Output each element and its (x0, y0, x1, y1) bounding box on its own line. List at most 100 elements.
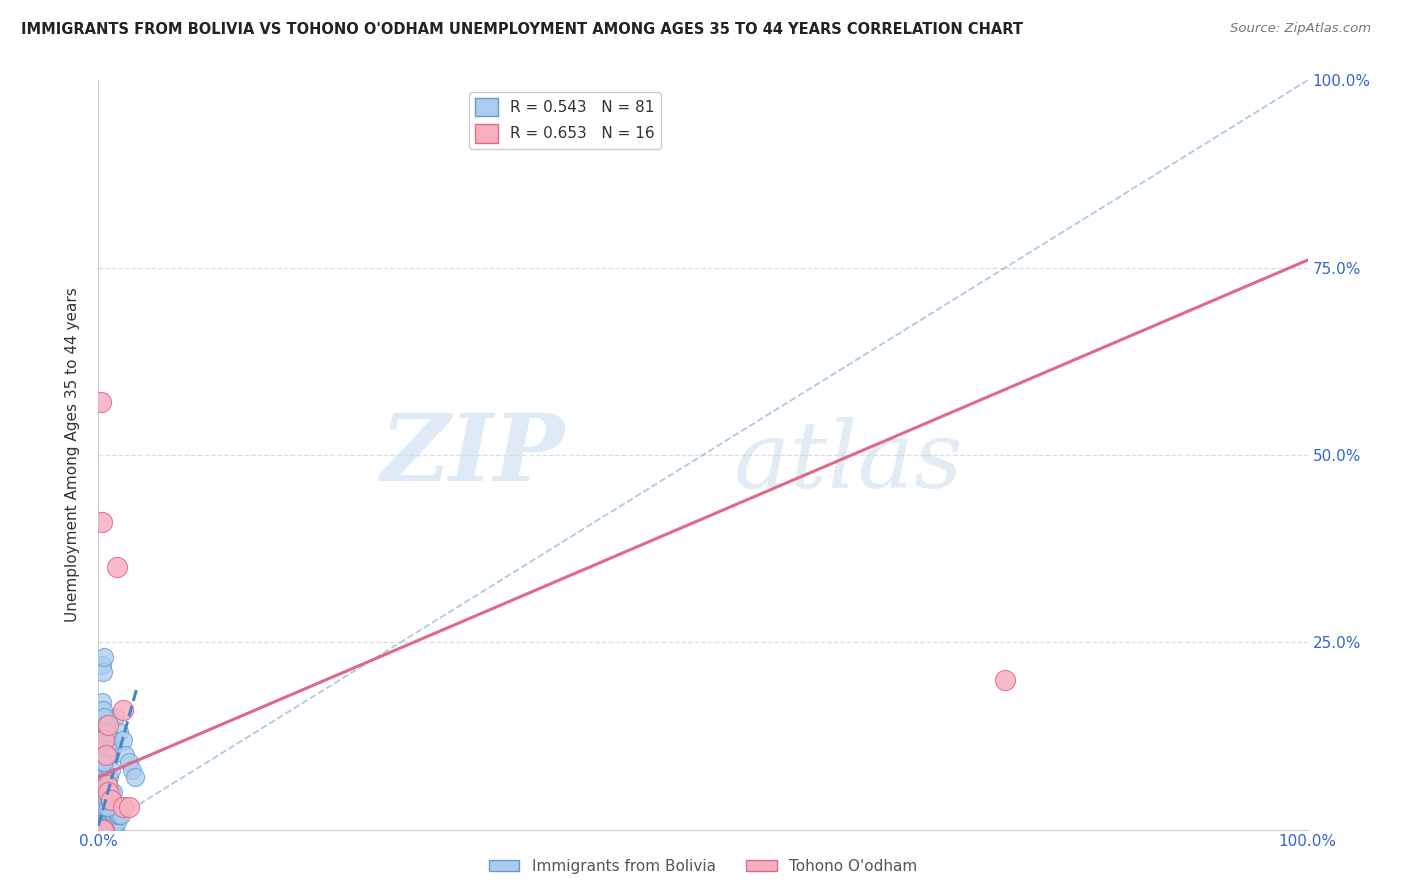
Point (111, 703, 134, 717)
Point (94, 747, 117, 762)
Point (97, 807, 120, 822)
Point (91, 815, 114, 830)
Point (101, 807, 124, 822)
Point (93, 792, 115, 806)
Point (91, 822, 114, 837)
Text: atlas: atlas (734, 417, 963, 508)
Point (96, 815, 118, 830)
Point (110, 807, 132, 822)
Point (97, 785, 120, 799)
Point (96, 725, 118, 739)
Point (91, 822, 114, 837)
Point (100, 740, 122, 755)
Point (91, 778, 114, 792)
Text: Source: ZipAtlas.com: Source: ZipAtlas.com (1230, 22, 1371, 36)
Point (93, 755, 115, 769)
Point (90, 747, 112, 762)
Point (98, 732, 121, 747)
Point (107, 807, 129, 822)
Point (103, 732, 125, 747)
Point (124, 770, 146, 784)
Point (91, 740, 114, 755)
Point (118, 755, 141, 769)
Point (96, 770, 118, 784)
Point (93, 710, 115, 724)
Point (94, 778, 117, 792)
Point (96, 778, 118, 792)
Point (98, 822, 121, 837)
Point (105, 560, 128, 574)
Point (91, 657, 114, 672)
Point (91, 703, 114, 717)
Point (97, 740, 120, 755)
Point (994, 673, 1017, 687)
Point (100, 822, 122, 837)
Point (96, 822, 118, 837)
Point (90, 763, 112, 777)
Point (100, 807, 122, 822)
Point (98, 792, 121, 806)
Point (93, 770, 115, 784)
Point (100, 792, 122, 806)
Point (91, 822, 114, 837)
Point (98, 770, 121, 784)
Point (96, 792, 118, 806)
Point (93, 732, 115, 747)
Point (94, 717, 117, 731)
Point (94, 822, 117, 837)
Point (90, 785, 112, 799)
Point (93, 732, 115, 747)
Point (91, 792, 114, 806)
Point (98, 807, 121, 822)
Y-axis label: Unemployment Among Ages 35 to 44 years: Unemployment Among Ages 35 to 44 years (65, 287, 80, 623)
Point (100, 763, 122, 777)
Point (101, 785, 124, 799)
Point (91, 516, 114, 530)
Point (100, 792, 122, 806)
Point (100, 732, 122, 747)
Point (94, 740, 117, 755)
Point (104, 807, 127, 822)
Legend: R = 0.543   N = 81, R = 0.653   N = 16: R = 0.543 N = 81, R = 0.653 N = 16 (468, 92, 661, 149)
Point (94, 800, 117, 814)
Point (114, 747, 136, 762)
Point (100, 815, 122, 830)
Legend: Immigrants from Bolivia, Tohono O'odham: Immigrants from Bolivia, Tohono O'odham (482, 853, 924, 880)
Point (103, 822, 125, 837)
Point (103, 815, 125, 830)
Point (91, 665, 114, 680)
Point (90, 822, 112, 837)
Point (111, 800, 134, 814)
Point (108, 725, 131, 739)
Point (97, 822, 120, 837)
Point (93, 822, 115, 837)
Point (93, 815, 115, 830)
Point (91, 695, 114, 709)
Point (93, 822, 115, 837)
Point (105, 815, 128, 830)
Point (100, 815, 122, 830)
Point (90, 395, 112, 409)
Point (91, 755, 114, 769)
Point (91, 732, 114, 747)
Point (97, 778, 120, 792)
Point (94, 747, 117, 762)
Point (100, 822, 122, 837)
Point (111, 732, 134, 747)
Point (94, 815, 117, 830)
Point (108, 800, 131, 814)
Point (118, 800, 141, 814)
Text: IMMIGRANTS FROM BOLIVIA VS TOHONO O'ODHAM UNEMPLOYMENT AMONG AGES 35 TO 44 YEARS: IMMIGRANTS FROM BOLIVIA VS TOHONO O'ODHA… (21, 22, 1024, 37)
Point (100, 785, 122, 799)
Point (91, 800, 114, 814)
Point (91, 770, 114, 784)
Point (91, 822, 114, 837)
Text: ZIP: ZIP (380, 410, 564, 500)
Point (104, 822, 127, 837)
Point (104, 710, 127, 724)
Point (121, 763, 143, 777)
Point (101, 740, 124, 755)
Point (96, 732, 118, 747)
Point (97, 800, 120, 814)
Point (91, 747, 114, 762)
